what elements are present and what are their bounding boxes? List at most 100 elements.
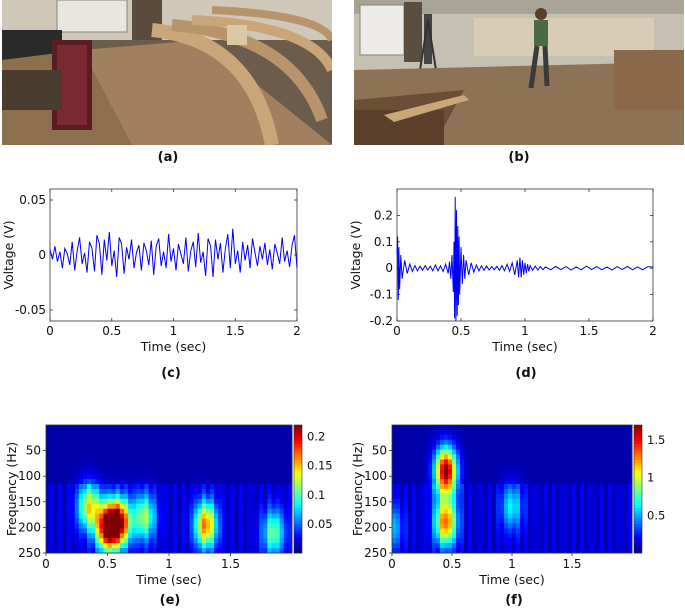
heat-cell: [464, 474, 469, 480]
heat-cell: [263, 503, 268, 510]
heat-cell: [464, 508, 469, 515]
heat-cell: [568, 538, 573, 544]
heat-cell: [408, 429, 413, 436]
heat-cell: [440, 518, 445, 524]
heat-cell: [58, 439, 63, 446]
heat-cell: [476, 479, 481, 485]
heat-cell: [234, 425, 240, 431]
heat-cell: [218, 493, 223, 500]
heat-cell: [78, 474, 84, 480]
heat-cell: [283, 429, 289, 436]
heat-cell: [95, 523, 100, 529]
heat-cell: [496, 489, 501, 495]
heat-cell: [548, 508, 553, 515]
heat-cell: [107, 449, 112, 455]
heat-cell: [160, 474, 166, 480]
heat-cell: [592, 429, 597, 436]
heat-cell: [115, 459, 121, 465]
heat-cell: [107, 439, 112, 446]
heat-cell: [524, 449, 529, 455]
heat-cell: [408, 518, 413, 524]
heat-cell: [592, 528, 597, 534]
heat-cell: [416, 513, 421, 519]
heat-cell: [600, 543, 605, 549]
heat-cell: [432, 469, 437, 475]
heat-cell: [119, 508, 125, 515]
heat-cell: [420, 543, 425, 549]
heat-cell: [132, 444, 137, 451]
y-tick-label: 150: [18, 495, 41, 509]
heat-cell: [251, 498, 256, 505]
heat-cell: [70, 474, 76, 480]
heat-cell: [46, 484, 51, 490]
heat-cell: [144, 513, 149, 519]
heat-cell: [452, 518, 457, 524]
heat-cell: [234, 508, 240, 515]
heat-cell: [99, 484, 104, 490]
heat-cell: [107, 464, 112, 470]
heat-cell: [560, 508, 565, 515]
heat-cell: [436, 459, 441, 465]
heat-cell: [504, 454, 509, 460]
heat-cell: [400, 444, 405, 451]
heat-cell: [91, 449, 96, 455]
heat-cell: [548, 429, 553, 436]
heat-cell: [128, 434, 133, 441]
heat-cell: [504, 449, 509, 455]
heat-cell: [568, 528, 573, 534]
heat-cell: [392, 533, 397, 539]
heat-cell: [504, 484, 509, 490]
heat-cell: [87, 425, 92, 431]
heat-cell: [128, 449, 133, 455]
heat-cell: [424, 425, 429, 431]
colorbar-cell: [634, 441, 642, 445]
heat-cell: [460, 425, 465, 431]
heat-cell: [119, 429, 125, 436]
heat-cell: [452, 449, 457, 455]
y-axis-label: Frequency (Hz): [350, 442, 365, 536]
heat-cell: [560, 523, 565, 529]
heat-cell: [185, 484, 190, 490]
heat-cell: [540, 528, 545, 534]
heat-cell: [436, 434, 441, 441]
heat-cell: [616, 528, 621, 534]
heat-cell: [181, 493, 186, 500]
heat-cell: [520, 523, 525, 529]
heat-cell: [144, 429, 149, 436]
heat-cell: [271, 523, 276, 529]
heat-cell: [222, 533, 227, 539]
colorbar-cell: [294, 546, 302, 551]
heat-cell: [54, 513, 59, 519]
heat-cell: [584, 503, 589, 510]
heat-cell: [472, 469, 477, 475]
heat-cell: [189, 508, 194, 515]
heat-cell: [548, 498, 553, 505]
heat-cell: [552, 498, 557, 505]
heat-cell: [516, 444, 521, 451]
heat-cell: [283, 479, 289, 485]
heat-cell: [119, 449, 125, 455]
heat-cell: [428, 425, 433, 431]
heat-cell: [424, 434, 429, 441]
heat-cell: [448, 459, 453, 465]
colorbar-cell: [634, 492, 642, 496]
colorbar-cell: [294, 466, 302, 471]
heat-cell: [70, 439, 76, 446]
colorbar-cell: [634, 530, 642, 535]
heat-cell: [612, 469, 617, 475]
heat-cell: [436, 533, 441, 539]
heat-cell: [197, 469, 203, 475]
heat-cell: [148, 474, 153, 480]
heat-cell: [189, 454, 194, 460]
heat-cell: [444, 498, 449, 505]
heat-cell: [400, 439, 405, 446]
heat-cell: [508, 429, 513, 436]
heat-cell: [210, 469, 215, 475]
heat-cell: [66, 528, 71, 534]
heat-cell: [580, 498, 585, 505]
heat-cell: [616, 454, 621, 460]
colorbar-cell: [634, 508, 642, 512]
heat-cell: [287, 459, 293, 465]
heat-cell: [201, 479, 207, 485]
heat-cell: [456, 528, 461, 534]
